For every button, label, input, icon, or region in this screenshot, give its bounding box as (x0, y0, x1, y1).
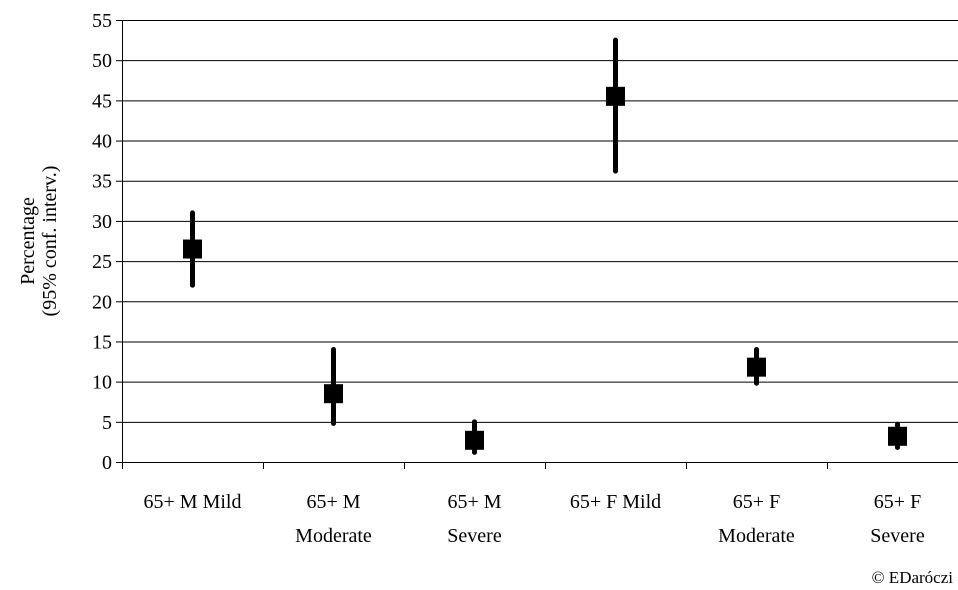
y-tick-label: 50 (92, 50, 112, 72)
axes (116, 20, 958, 469)
y-tick-label: 40 (92, 131, 112, 153)
y-tick-label: 0 (102, 452, 112, 474)
estimate-marker (888, 426, 907, 446)
y-tick-label: 20 (92, 291, 112, 313)
x-tick-label: 65+ M Moderate (295, 491, 372, 547)
y-tick-label: 15 (92, 331, 112, 353)
y-tick-label: 35 (92, 171, 112, 193)
y-tick-label: 55 (92, 10, 112, 32)
estimate-marker (465, 430, 484, 450)
x-tick-label: 65+ M Severe (447, 491, 502, 547)
y-tick-labels: 0 5 10 15 20 25 30 35 40 45 50 55 (92, 10, 112, 474)
estimate-marker (324, 384, 343, 404)
estimate-marker (183, 239, 202, 259)
estimate-marker (747, 357, 766, 377)
estimate-marker (606, 86, 625, 106)
x-tick-label: 65+ F Severe (870, 491, 925, 547)
x-tick-label: 65+ M Mild (144, 491, 242, 513)
copyright-credit: © EDaróczi (872, 568, 954, 587)
y-axis-title: Percentage(95% conf. interv.) (17, 166, 61, 317)
x-tick-label: 65+ F Mild (570, 491, 661, 513)
x-tick-label: 65+ F Moderate (718, 491, 795, 547)
y-tick-label: 25 (92, 251, 112, 273)
y-tick-label: 5 (102, 412, 112, 434)
y-tick-label: 45 (92, 90, 112, 112)
x-tick-labels: 65+ M Mild 65+ M Moderate 65+ M Severe 65+ F … (144, 491, 925, 547)
y-tick-label: 30 (92, 211, 112, 233)
y-tick-label: 10 (92, 372, 112, 394)
data-points (183, 37, 907, 455)
gridlines (122, 20, 958, 423)
